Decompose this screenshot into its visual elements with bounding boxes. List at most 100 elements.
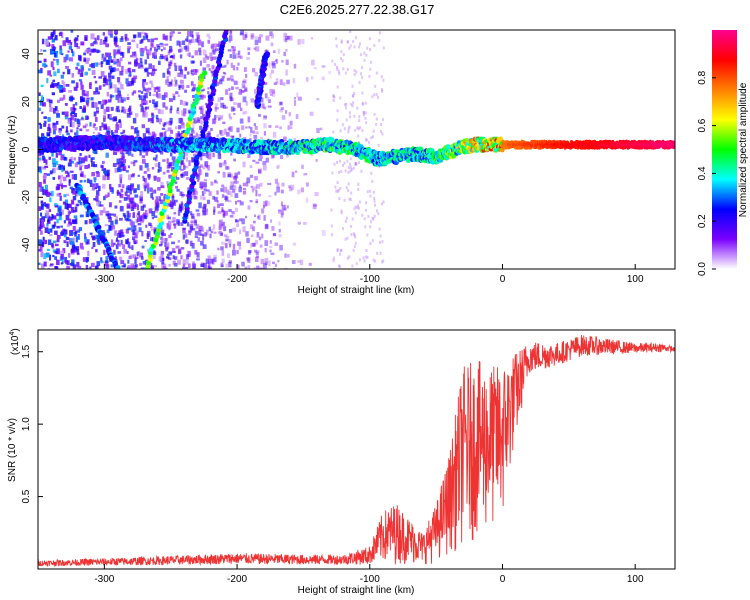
noise-speckle	[103, 196, 106, 201]
noise-speckle	[209, 228, 214, 232]
noise-speckle	[38, 206, 42, 212]
noise-speckle	[69, 170, 74, 173]
noise-speckle	[283, 139, 286, 143]
noise-speckle	[255, 46, 260, 52]
noise-speckle	[242, 80, 246, 83]
noise-speckle	[82, 257, 87, 262]
noise-speckle	[197, 134, 201, 138]
noise-speckle	[85, 211, 90, 218]
noise-speckle	[64, 102, 68, 106]
noise-speckle	[70, 112, 73, 116]
noise-speckle	[226, 77, 231, 81]
noise-speckle	[353, 114, 356, 118]
noise-speckle	[147, 38, 150, 43]
noise-speckle	[182, 111, 186, 116]
noise-speckle	[47, 70, 52, 76]
noise-speckle	[119, 158, 123, 164]
noise-speckle	[93, 198, 97, 201]
noise-speckle	[381, 89, 384, 93]
noise-speckle	[92, 63, 95, 68]
noise-speckle	[160, 237, 165, 244]
noise-speckle	[339, 129, 342, 133]
noise-speckle	[38, 181, 42, 188]
noise-speckle	[372, 190, 375, 194]
noise-speckle	[254, 36, 258, 39]
noise-speckle	[202, 88, 206, 91]
noise-speckle	[169, 108, 172, 114]
noise-speckle	[74, 231, 77, 237]
noise-speckle	[206, 33, 210, 38]
noise-speckle	[260, 136, 263, 140]
noise-speckle	[356, 206, 359, 210]
noise-speckle	[116, 105, 120, 110]
noise-speckle	[179, 73, 184, 78]
noise-speckle	[270, 153, 275, 159]
noise-speckle	[250, 234, 254, 237]
noise-speckle	[56, 62, 59, 66]
noise-speckle	[139, 262, 143, 266]
noise-speckle	[137, 251, 141, 255]
noise-speckle	[56, 225, 60, 229]
noise-speckle	[252, 68, 256, 73]
noise-speckle	[288, 112, 291, 117]
noise-speckle	[358, 42, 361, 46]
noise-speckle	[157, 60, 161, 66]
noise-speckle	[117, 251, 122, 254]
noise-speckle	[182, 263, 186, 268]
noise-speckle	[168, 234, 172, 239]
noise-speckle	[186, 71, 190, 75]
noise-speckle	[46, 98, 51, 102]
noise-speckle	[371, 179, 374, 183]
noise-speckle	[260, 258, 265, 265]
noise-speckle	[153, 265, 158, 268]
noise-speckle	[342, 53, 345, 57]
noise-speckle	[105, 256, 109, 262]
noise-speckle	[150, 38, 155, 42]
noise-speckle	[382, 200, 385, 204]
noise-speckle	[93, 164, 98, 168]
noise-speckle	[228, 39, 231, 43]
noise-speckle	[247, 51, 250, 56]
noise-speckle	[295, 113, 299, 120]
noise-speckle	[283, 32, 288, 38]
noise-speckle	[107, 30, 112, 36]
noise-speckle	[45, 210, 49, 216]
noise-speckle	[255, 190, 258, 197]
noise-speckle	[89, 83, 92, 89]
noise-speckle	[373, 112, 376, 116]
noise-speckle	[119, 205, 124, 212]
noise-speckle	[94, 214, 99, 217]
noise-speckle	[44, 203, 48, 208]
noise-speckle	[126, 112, 131, 118]
noise-speckle	[249, 200, 253, 203]
noise-speckle	[232, 249, 236, 256]
noise-speckle	[110, 30, 113, 35]
noise-speckle	[349, 115, 352, 119]
noise-speckle	[274, 178, 278, 184]
noise-speckle	[172, 96, 176, 101]
noise-speckle	[89, 53, 92, 56]
noise-speckle	[255, 131, 259, 135]
noise-speckle	[378, 31, 381, 35]
noise-speckle	[75, 130, 79, 137]
noise-speckle	[328, 70, 331, 75]
noise-speckle	[349, 111, 352, 115]
noise-speckle	[272, 233, 277, 237]
noise-speckle	[51, 50, 54, 54]
noise-speckle	[103, 170, 108, 175]
noise-speckle	[110, 70, 113, 74]
noise-speckle	[201, 41, 204, 48]
noise-speckle	[222, 71, 226, 75]
noise-speckle	[173, 256, 178, 260]
noise-speckle	[144, 69, 148, 73]
noise-speckle	[374, 259, 377, 263]
noise-speckle	[237, 241, 242, 246]
noise-speckle	[255, 201, 259, 204]
noise-speckle	[132, 117, 137, 124]
noise-speckle	[153, 55, 158, 59]
noise-speckle	[348, 125, 351, 129]
noise-speckle	[271, 225, 275, 231]
noise-speckle	[183, 162, 186, 168]
noise-speckle	[180, 168, 184, 172]
noise-speckle	[123, 107, 126, 113]
